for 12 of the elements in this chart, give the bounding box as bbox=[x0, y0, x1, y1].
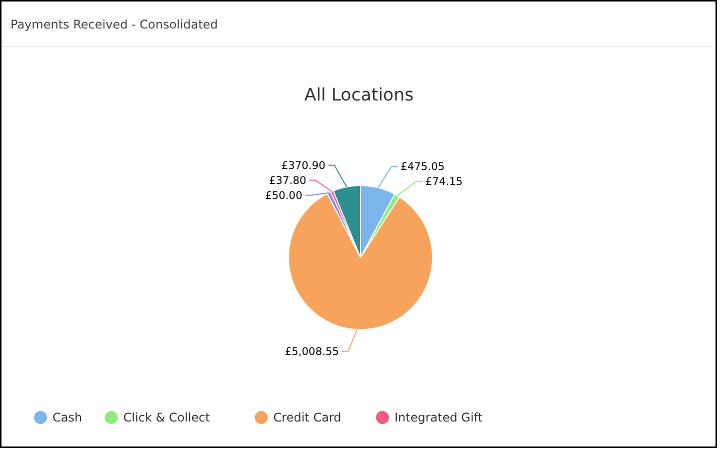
legend-label: Cash bbox=[52, 410, 82, 424]
data-label: £74.15 bbox=[425, 174, 463, 188]
legend-label: Integrated Gift bbox=[394, 410, 483, 424]
data-label: £5,008.55 bbox=[284, 344, 340, 358]
legend-label: Click & Collect bbox=[123, 410, 210, 424]
data-label: £50.00 bbox=[265, 188, 303, 202]
chart-subtitle: All Locations bbox=[304, 86, 414, 106]
data-label: £475.05 bbox=[400, 160, 445, 173]
data-label: £370.90 bbox=[281, 158, 326, 172]
data-label: £37.80 bbox=[268, 174, 307, 187]
chart-title: Payments Received - Consolidated bbox=[10, 18, 218, 32]
legend-label: Credit Card bbox=[273, 410, 342, 424]
